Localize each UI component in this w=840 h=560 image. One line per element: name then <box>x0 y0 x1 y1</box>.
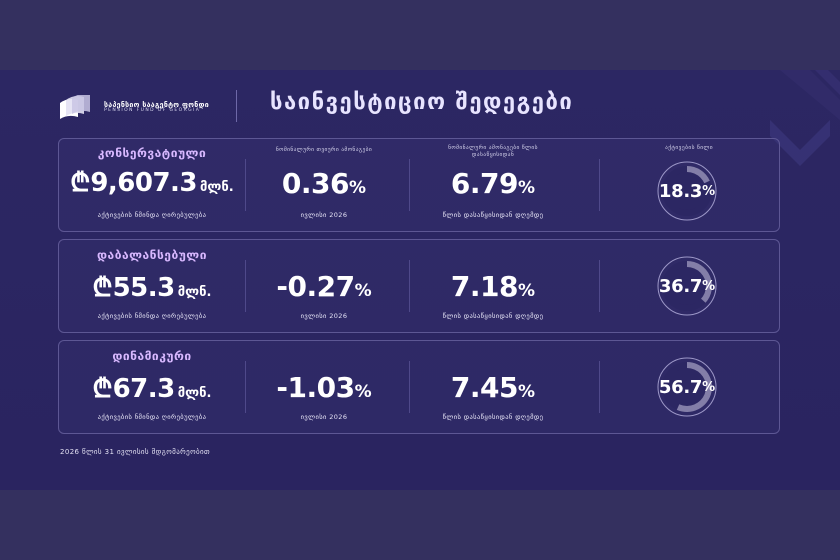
asset-share-header: აქტივების წილი <box>665 145 713 151</box>
column-divider <box>409 361 410 413</box>
top-letterbox <box>0 0 840 70</box>
ytd-return-value: 7.45% <box>450 371 536 404</box>
column-divider <box>245 361 246 413</box>
column-divider <box>409 260 410 312</box>
portfolio-card-conservative: კონსერვატიული ₾9,607.3 მლნ. აქტივების ნმი… <box>58 138 780 232</box>
monthly-return-value: -1.03% <box>276 371 372 404</box>
header: საპენსიო სააგენტო ფონდი PENSION FUND OF … <box>58 88 209 128</box>
donut-chart <box>657 161 717 221</box>
lari-sign: ₾ <box>92 273 113 303</box>
ytd-return-value: 7.18% <box>450 270 536 303</box>
column-divider <box>599 260 600 312</box>
logo-mark-icon <box>60 95 90 119</box>
investment-results-panel: საპენსიო სააგენტო ფონდი PENSION FUND OF … <box>0 70 840 490</box>
bottom-letterbox <box>0 490 840 560</box>
nav-caption: აქტივების ნმინდა ღირებულება <box>97 413 207 421</box>
decorative-chevrons <box>770 70 840 166</box>
logo: საპენსიო სააგენტო ფონდი PENSION FUND OF … <box>58 95 209 121</box>
asset-share-value: 56.7% <box>658 376 716 398</box>
net-asset-value: ₾67.3 მლნ. <box>92 374 212 404</box>
portfolio-name: დაბალანსებული <box>97 248 207 262</box>
logo-georgian: საპენსიო სააგენტო ფონდი <box>104 100 209 109</box>
column-divider <box>245 159 246 211</box>
column-divider <box>599 361 600 413</box>
ytd-return-caption: წლის დასაწყისიდან დღემდე <box>442 312 544 320</box>
page-title: საინვესტიციო შედეგები <box>270 90 574 115</box>
portfolio-card-balanced: დაბალანსებული ₾55.3 მლნ. აქტივების ნმინდა… <box>58 239 780 333</box>
ytd-return-header: ნომინალური ამონაგები წლის დასაწყისიდან <box>448 145 538 159</box>
monthly-return-caption: ივლისი 2026 <box>300 312 348 320</box>
monthly-return-value: -0.27% <box>276 270 372 303</box>
ytd-return-caption: წლის დასაწყისიდან დღემდე <box>442 211 544 219</box>
nav-caption: აქტივების ნმინდა ღირებულება <box>97 211 207 219</box>
column-divider <box>409 159 410 211</box>
lari-sign: ₾ <box>70 168 91 198</box>
logo-english: PENSION FUND OF GEORGIA <box>104 108 201 114</box>
portfolio-name: კონსერვატიული <box>97 146 207 160</box>
net-asset-value: ₾9,607.3 მლნ. <box>70 168 234 198</box>
ytd-return-value: 6.79% <box>450 167 536 200</box>
asset-share-donut: 36.7% <box>657 256 717 316</box>
asset-share-donut: 56.7% <box>657 357 717 417</box>
portfolio-card-dynamic: დინამიკური ₾67.3 მლნ. აქტივების ნმინდა ღი… <box>58 340 780 434</box>
ytd-return-caption: წლის დასაწყისიდან დღემდე <box>442 413 544 421</box>
asset-share-value: 18.3% <box>658 180 716 202</box>
donut-chart <box>657 357 717 417</box>
donut-chart <box>657 256 717 316</box>
column-divider <box>245 260 246 312</box>
nav-caption: აქტივების ნმინდა ღირებულება <box>97 312 207 320</box>
monthly-return-header: ნომინალური თვიური ამონაგები <box>275 147 373 153</box>
column-divider <box>599 159 600 211</box>
header-divider <box>236 90 237 122</box>
asset-share-value: 36.7% <box>658 275 716 297</box>
monthly-return-value: 0.36% <box>281 167 367 200</box>
net-asset-value: ₾55.3 მლნ. <box>92 273 212 303</box>
monthly-return-caption: ივლისი 2026 <box>300 211 348 219</box>
monthly-return-caption: ივლისი 2026 <box>300 413 348 421</box>
lari-sign: ₾ <box>92 374 113 404</box>
portfolio-name: დინამიკური <box>112 349 192 363</box>
as-of-date: 2026 წლის 31 ივლისის მდგომარეობით <box>60 448 211 456</box>
asset-share-donut: 18.3% <box>657 161 717 221</box>
